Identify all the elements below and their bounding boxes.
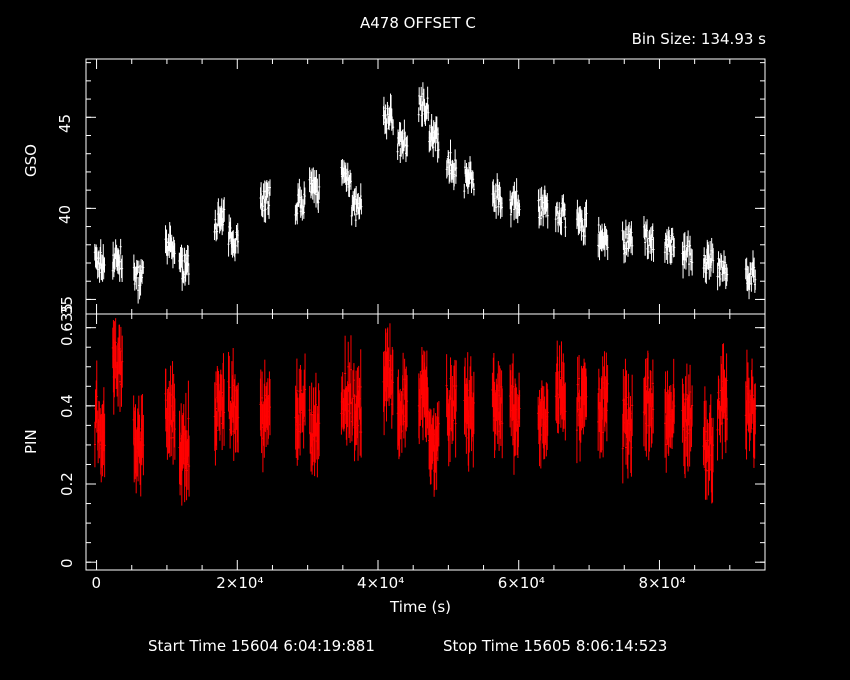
gso-axis-label: GSO [22,144,40,177]
gso-axis-ticks [86,59,765,314]
data-point [575,199,588,246]
data-point [396,119,409,163]
data-point [227,348,240,461]
pin-plot-frame [85,313,766,571]
data-point [663,226,676,265]
pin-ytick-label: 0.2 [58,472,76,496]
xtick-label: 6×10⁴ [497,574,545,592]
data-point [597,351,609,459]
xtick-label: 8×10⁴ [638,574,686,592]
xtick-label: 2×10⁴ [216,574,264,592]
data-point [93,360,106,483]
pin-series-marks [93,318,757,506]
pin-axis-label: PIN [22,429,40,454]
data-point [111,318,124,415]
chart-title: A478 OFFSET C [360,14,476,32]
data-point [463,352,475,472]
xtick-label: 4×10⁴ [357,574,405,592]
data-point [509,353,521,475]
stop-time-label: Stop Time 15605 8:06:14:523 [443,637,668,655]
data-point [382,323,394,436]
pin-axis-ticks [86,314,765,570]
data-point [213,353,226,466]
data-point [294,178,306,225]
data-point [537,185,549,229]
data-point [340,159,352,198]
data-point [681,230,694,279]
data-point [350,349,363,462]
gso-ytick-label: 40 [56,205,74,225]
data-point [491,173,503,219]
bin-size-label: Bin Size: 134.93 s [631,30,766,48]
gso-panel [85,58,766,315]
data-point [428,113,440,163]
data-point [132,254,145,304]
data-point [681,363,694,479]
data-point [702,237,715,284]
data-point [642,215,655,262]
data-point [463,156,475,199]
data-point [350,183,363,227]
data-point [491,353,504,459]
data-point [664,358,676,473]
x-axis-label: Time (s) [390,598,451,616]
data-point [597,216,609,261]
data-point [132,393,145,497]
data-point [340,335,352,446]
data-point [213,197,226,242]
gso-plot-frame [85,58,766,315]
data-point [227,214,240,262]
data-point [417,82,430,127]
data-point [259,179,272,223]
data-point [575,355,588,464]
pin-ytick-label: 0.4 [58,393,76,418]
data-point [382,93,395,140]
data-point [428,401,440,497]
data-point [178,380,191,506]
pin-ytick-label: 0 [58,558,76,569]
data-point [164,361,176,465]
data-point [259,359,271,473]
data-point [308,372,321,478]
start-time-label: Start Time 15604 6:04:19:881 [148,637,375,655]
data-point [702,386,715,504]
data-point [417,347,429,445]
data-point [554,194,567,237]
data-point [396,352,409,460]
data-point [716,250,729,291]
gso-series-marks [93,82,757,304]
data-point [93,239,106,283]
data-point [554,340,567,441]
data-point [642,350,655,461]
data-point [178,244,190,291]
data-point [509,178,521,228]
data-point [537,380,549,469]
data-point [111,238,124,282]
pin-panel [85,313,766,571]
data-point [308,167,321,213]
pin-ytick-label: 0.635 [58,302,76,346]
xtick-label: 0 [91,574,102,592]
data-point [164,222,176,269]
gso-ytick-label: 45 [56,114,74,134]
data-point [716,343,729,461]
data-point [621,219,634,264]
data-point [744,349,757,468]
data-point [744,250,757,300]
data-point [445,139,458,191]
data-point [621,358,634,484]
data-point [294,353,307,466]
data-point [445,354,458,467]
